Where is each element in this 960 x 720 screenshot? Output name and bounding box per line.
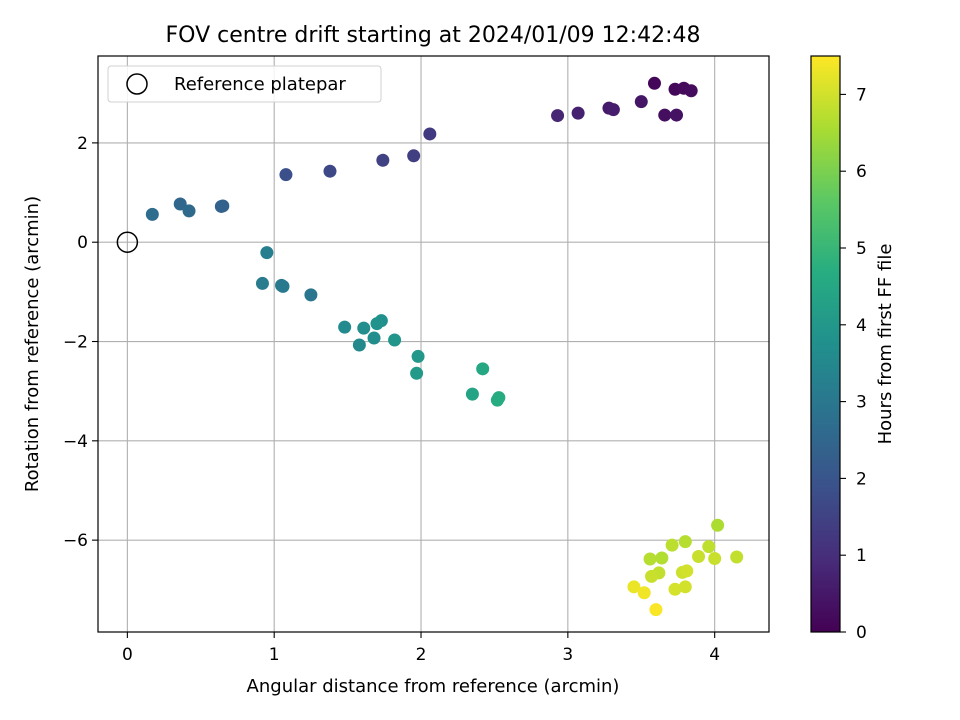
data-point	[465, 387, 479, 401]
data-point	[669, 108, 683, 122]
legend: Reference platepar	[107, 65, 382, 103]
grid-lines	[98, 56, 769, 632]
data-point	[304, 288, 318, 302]
data-point	[627, 580, 641, 594]
data-point	[647, 76, 661, 90]
data-point	[214, 199, 228, 213]
colorbar-label: Hours from first FF file	[875, 244, 896, 445]
colorbar-tick-label: 0	[856, 623, 867, 643]
data-point	[490, 393, 504, 407]
reference-layer	[116, 231, 139, 253]
data-point	[407, 149, 421, 163]
data-point	[678, 580, 692, 594]
y-axis-ticks: −6 −4 −2 0 2	[63, 134, 98, 551]
data-point	[376, 153, 390, 167]
data-point	[367, 331, 381, 345]
data-point	[668, 582, 682, 596]
y-tick-label: −4	[63, 432, 88, 452]
data-point	[173, 197, 187, 211]
colorbar	[810, 55, 841, 633]
data-point	[370, 317, 384, 331]
legend-marker	[126, 73, 148, 95]
data-point	[606, 103, 620, 117]
data-point	[684, 84, 698, 98]
data-point	[643, 552, 657, 566]
colorbar-tick-label: 5	[856, 239, 867, 259]
y-tick-label: 0	[77, 233, 88, 253]
x-axis-ticks: 0 1 2 3 4	[122, 632, 720, 665]
colorbar-ticks: 0 1 2 3 4 5 6 7	[840, 85, 867, 643]
data-point	[678, 535, 692, 549]
data-point	[276, 279, 290, 293]
data-point	[692, 550, 706, 564]
x-tick-label: 4	[709, 645, 720, 665]
x-tick-label: 2	[416, 645, 427, 665]
data-point	[658, 108, 672, 122]
data-point	[388, 333, 402, 347]
data-point	[423, 127, 437, 141]
data-point	[637, 586, 651, 600]
data-point	[551, 109, 565, 123]
data-point	[571, 106, 585, 120]
data-point	[665, 538, 679, 552]
data-point	[411, 349, 425, 363]
colorbar-tick-label: 3	[856, 393, 867, 413]
data-point	[279, 168, 293, 182]
x-axis-label: Angular distance from reference (arcmin)	[247, 676, 620, 697]
data-point	[708, 552, 722, 566]
data-point	[645, 569, 659, 583]
x-tick-label: 1	[269, 645, 280, 665]
y-tick-label: −6	[63, 531, 88, 551]
data-point	[730, 550, 744, 564]
data-point	[655, 551, 669, 565]
colorbar-tick-label: 4	[856, 316, 867, 336]
plot-frame	[97, 55, 770, 633]
legend-label: Reference platepar	[174, 74, 346, 95]
y-axis-label: Rotation from reference (arcmin)	[22, 196, 43, 492]
data-point	[182, 204, 196, 218]
data-point	[145, 207, 159, 221]
colorbar-tick-label: 1	[856, 546, 867, 566]
data-point	[634, 95, 648, 109]
data-points	[145, 76, 744, 617]
data-point	[352, 338, 366, 352]
data-point	[702, 540, 716, 554]
data-point	[260, 246, 274, 260]
colorbar-tick-label: 6	[856, 162, 867, 182]
data-point	[649, 603, 663, 617]
chart-title: FOV centre drift starting at 2024/01/09 …	[166, 23, 701, 48]
y-tick-label: −2	[63, 333, 88, 353]
reference-platepar-marker	[116, 231, 139, 253]
colorbar-tick-label: 7	[856, 85, 867, 105]
data-point	[711, 518, 725, 532]
data-point	[255, 276, 269, 290]
colorbar-tick-label: 2	[856, 469, 867, 489]
data-point	[357, 321, 371, 335]
y-tick-label: 2	[77, 134, 88, 154]
data-point	[338, 320, 352, 334]
x-tick-label: 0	[122, 645, 133, 665]
data-point	[323, 164, 337, 178]
data-point	[410, 366, 424, 380]
data-point	[680, 564, 694, 578]
data-point	[476, 362, 490, 376]
legend-box	[107, 65, 382, 103]
x-tick-label: 3	[562, 645, 573, 665]
